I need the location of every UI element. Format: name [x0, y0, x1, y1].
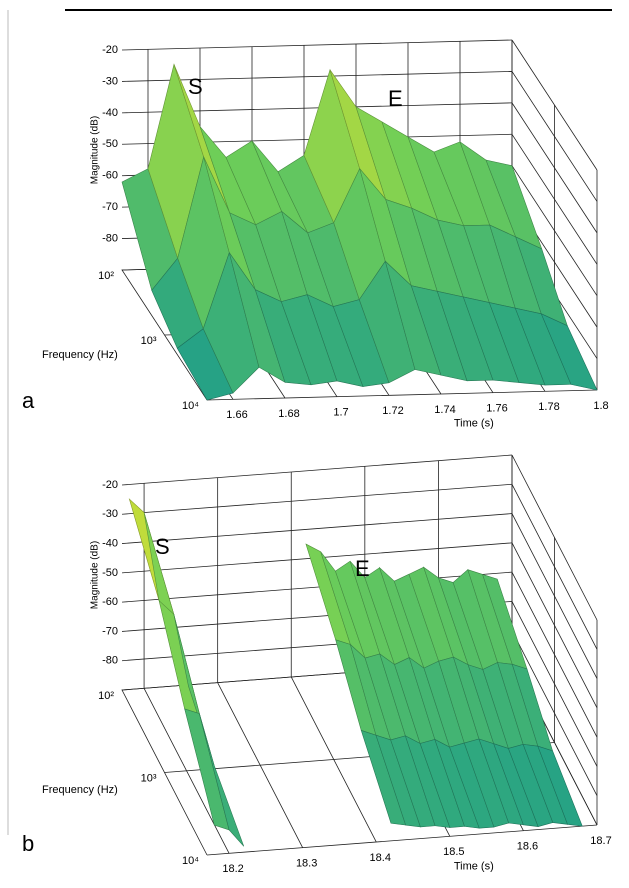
z-tick-label: -60 [102, 596, 118, 608]
z-tick-label: -30 [102, 508, 118, 520]
z-tick-label: -50 [102, 138, 118, 150]
surface-cell [540, 313, 598, 391]
x-tick-label: 18.3 [296, 858, 317, 870]
x-tick-label: 18.6 [517, 841, 538, 853]
x-tick-label: 1.78 [538, 401, 559, 413]
x-tick-label: 1.76 [486, 403, 507, 415]
x-tick-label: 18.4 [370, 852, 391, 864]
y-tick-label: 10³ [141, 772, 157, 784]
grid-line [121, 513, 513, 544]
x-axis-label: Time (s) [454, 860, 494, 872]
annotation: S [188, 74, 203, 99]
x-tick-label: 1.7 [333, 407, 348, 419]
panel-label: a [22, 388, 35, 413]
y-axis-label: Frequency (Hz) [42, 784, 118, 796]
z-tick-label: -70 [102, 201, 118, 213]
z-tick-label: -70 [102, 625, 118, 637]
grid-line [206, 389, 598, 401]
z-tick-label: -60 [102, 170, 118, 182]
x-tick-label: 1.68 [278, 408, 299, 420]
grid-line [121, 39, 513, 51]
x-tick-label: 1.66 [226, 409, 247, 421]
surface-cell [537, 745, 583, 827]
surface [121, 63, 598, 401]
y-tick-label: 10² [98, 690, 114, 702]
panel-label: b [22, 831, 34, 856]
x-tick-label: 18.7 [590, 835, 611, 847]
x-axis-label: Time (s) [454, 418, 494, 430]
y-tick-label: 10² [98, 270, 114, 282]
annotation: E [388, 86, 403, 111]
z-tick-label: -80 [102, 232, 118, 244]
surface-cell [184, 708, 230, 831]
z-tick-label: -40 [102, 537, 118, 549]
y-tick-label: 10⁴ [182, 400, 199, 412]
z-axis-label: Magnitude (dB) [90, 116, 101, 184]
y-axis-label: Frequency (Hz) [42, 349, 118, 361]
z-tick-label: -40 [102, 107, 118, 119]
x-tick-label: 18.5 [443, 846, 464, 858]
z-tick-label: -30 [102, 75, 118, 87]
grid-line [121, 483, 513, 515]
z-tick-label: -20 [102, 479, 118, 491]
z-tick-label: -20 [102, 44, 118, 56]
annotation: E [355, 556, 370, 581]
z-tick-label: -80 [102, 655, 118, 667]
surface [128, 498, 583, 847]
annotation: S [155, 534, 170, 559]
x-tick-label: 1.74 [434, 404, 455, 416]
grid-line [121, 454, 513, 486]
surface-cell [199, 713, 245, 847]
z-axis-label: Magnitude (dB) [90, 541, 101, 609]
y-tick-label: 10³ [141, 335, 157, 347]
y-tick-label: 10⁴ [182, 855, 199, 867]
x-tick-label: 18.2 [222, 863, 243, 875]
x-tick-label: 1.8 [593, 400, 608, 412]
z-tick-label: -50 [102, 567, 118, 579]
grid-line [121, 571, 513, 603]
grid-line [206, 824, 598, 856]
grid-line [121, 71, 513, 82]
x-tick-label: 1.72 [382, 405, 403, 417]
